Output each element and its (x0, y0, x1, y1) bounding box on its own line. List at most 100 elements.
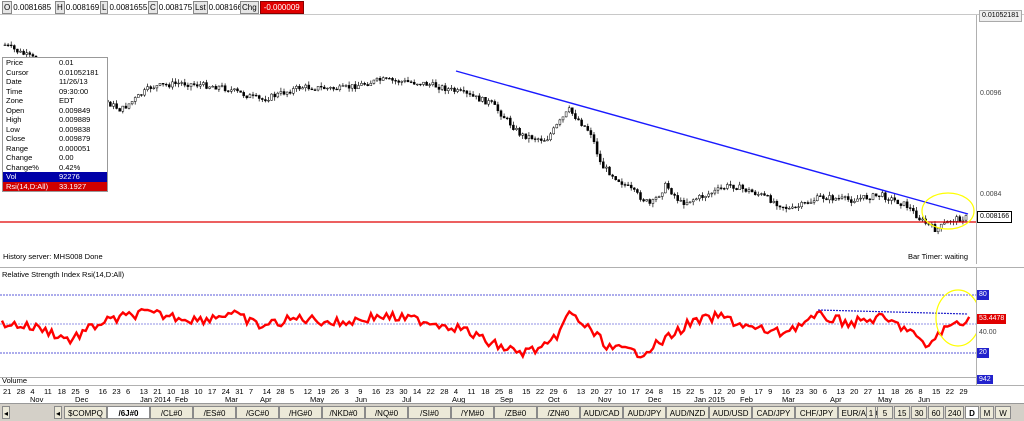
price-bar-body (791, 206, 794, 209)
price-bar-body (133, 97, 137, 102)
date-tick-label: 6 (125, 387, 131, 396)
price-bar-body (22, 50, 25, 55)
price-bar-body (961, 219, 965, 222)
price-bar-body (744, 188, 748, 192)
symbol-tab[interactable]: AUD/NZD (666, 406, 709, 419)
rsi-trendline (817, 309, 969, 315)
price-bar-body (388, 78, 391, 80)
symbol-tab[interactable]: $COMPQ (64, 406, 107, 419)
price-bar-body (831, 195, 834, 201)
price-chart[interactable]: Price 0.01 Cursor 0.01052181 Date 11/26/13 Tim… (0, 15, 976, 264)
price-bar-body (757, 194, 760, 196)
date-tick-label: 29 (959, 387, 968, 396)
price-bar-body (366, 84, 369, 86)
price-axis[interactable]: 0.01052181 0.0096 0.0084 0.008166 (976, 10, 1024, 264)
date-tick-label: 24 (221, 387, 230, 396)
price-bar-body (512, 124, 515, 130)
price-bar-body (518, 128, 521, 136)
last-quote: Lst 0.008166 (193, 1, 243, 14)
symbol-tab[interactable]: CAD/JPY (752, 406, 795, 419)
symbol-tab[interactable]: /HG#0 (279, 406, 322, 419)
date-tick-label: 30 (399, 387, 408, 396)
data-window-value: 0.009849 (59, 105, 91, 115)
timeframe-button[interactable]: M (980, 406, 994, 419)
price-axis-label: 0.0096 (980, 90, 1002, 97)
price-bar-body (784, 206, 788, 209)
price-bar-body (447, 88, 450, 91)
symbol-tab[interactable]: /SI#0 (408, 406, 451, 419)
price-axis-top-tag: 0.01052181 (979, 10, 1022, 22)
date-tick-label: 4 (30, 387, 35, 396)
rsi-chart-canvas[interactable] (0, 268, 976, 378)
symbol-tab[interactable]: /ES#0 (193, 406, 236, 419)
price-bar-body (899, 203, 903, 206)
symbol-tab[interactable]: /ZN#0 (537, 406, 580, 419)
symbol-tab[interactable]: AUD/USD (709, 406, 752, 419)
price-bar-body (958, 216, 962, 222)
symbol-tab[interactable]: /YM#0 (451, 406, 494, 419)
price-bar-body (180, 82, 183, 84)
date-month-label: Dec (648, 395, 662, 404)
price-bar-body (763, 193, 766, 196)
data-window-row: Change 0.00 (3, 153, 107, 163)
rsi-axis[interactable]: 80 53.4478 40.00 20 (976, 267, 1024, 378)
timeframe-button[interactable]: 30 (911, 406, 927, 419)
symbol-tab[interactable]: /6J#0 (107, 406, 150, 419)
date-tick-label: 27 (863, 387, 873, 396)
symbol-tab[interactable]: /CL#0 (150, 406, 193, 419)
date-tick-label: 20 (850, 387, 859, 396)
date-tick-label: 9 (84, 387, 90, 396)
timeframe-button[interactable]: W (995, 406, 1011, 419)
date-month-label: Mar (225, 395, 238, 404)
symbol-tab[interactable]: /NKD#0 (322, 406, 365, 419)
date-tick-label: 14 (262, 387, 271, 396)
symbol-tab[interactable]: /NQ#0 (365, 406, 408, 419)
symbol-tab[interactable]: AUD/CAD (580, 406, 623, 419)
timeframe-button[interactable]: D (965, 406, 979, 419)
timeframe-button[interactable]: 5 (877, 406, 893, 419)
timeframe-button[interactable]: 1 (866, 406, 876, 419)
price-bar-body (561, 116, 565, 121)
date-axis[interactable]: 21 28 4 11 18 25 9 16 23 6 13 21 10 18 10 17 24 31 7 14 28 5 1… (0, 385, 1024, 404)
scroll-left-button[interactable]: ◂ (2, 406, 10, 419)
date-tick-label: 22 (426, 387, 435, 396)
price-bar-body (422, 81, 425, 85)
price-bar-body (710, 192, 714, 195)
symbol-tab-bar: ◂ ◂ $COMPQ/6J#0/CL#0/ES#0/GC#0/HG#0/NKD#… (0, 403, 1024, 421)
price-bar-body (428, 84, 431, 86)
last-value: 0.008166 (208, 3, 243, 12)
price-bar-body (230, 89, 233, 92)
price-bar-body (735, 188, 738, 190)
symbol-tab[interactable]: /ZB#0 (494, 406, 537, 419)
symbol-tab[interactable]: CHF/JPY (795, 406, 838, 419)
price-bar-body (828, 195, 831, 201)
symbol-tab[interactable]: AUD/JPY (623, 406, 666, 419)
price-bar-body (357, 85, 360, 90)
date-tick-label: 26 (330, 387, 340, 396)
timeframe-button[interactable]: 240 (945, 406, 964, 419)
symbol-tab[interactable]: /GC#0 (236, 406, 279, 419)
tabs-scroll-left-button[interactable]: ◂ (54, 406, 62, 419)
rsi-level-20: 20 (977, 348, 989, 358)
price-bar-body (347, 85, 351, 89)
price-bar-body (732, 184, 735, 189)
rsi-chart[interactable]: Relative Strength Index Rsi(14,D:All) (0, 267, 976, 378)
date-tick-label: 19 (317, 387, 326, 396)
date-month-label: Aug (452, 395, 466, 404)
price-bar-body (261, 98, 264, 100)
price-bar-body (558, 119, 562, 125)
price-bar-body (794, 206, 797, 209)
price-bar-body (412, 81, 416, 85)
price-bar-body (819, 195, 822, 197)
date-tick-label: 10 (166, 387, 176, 396)
date-tick-label: 12 (303, 387, 312, 396)
price-bar-body (338, 85, 342, 91)
price-bar-body (747, 189, 751, 192)
volume-pane[interactable]: Volume (0, 376, 976, 386)
price-bar-body (13, 45, 16, 50)
price-chart-canvas[interactable] (0, 15, 976, 264)
price-bar-body (943, 222, 946, 225)
timeframe-button[interactable]: 60 (928, 406, 944, 419)
price-bar-body (853, 201, 856, 203)
timeframe-button[interactable]: 15 (894, 406, 910, 419)
